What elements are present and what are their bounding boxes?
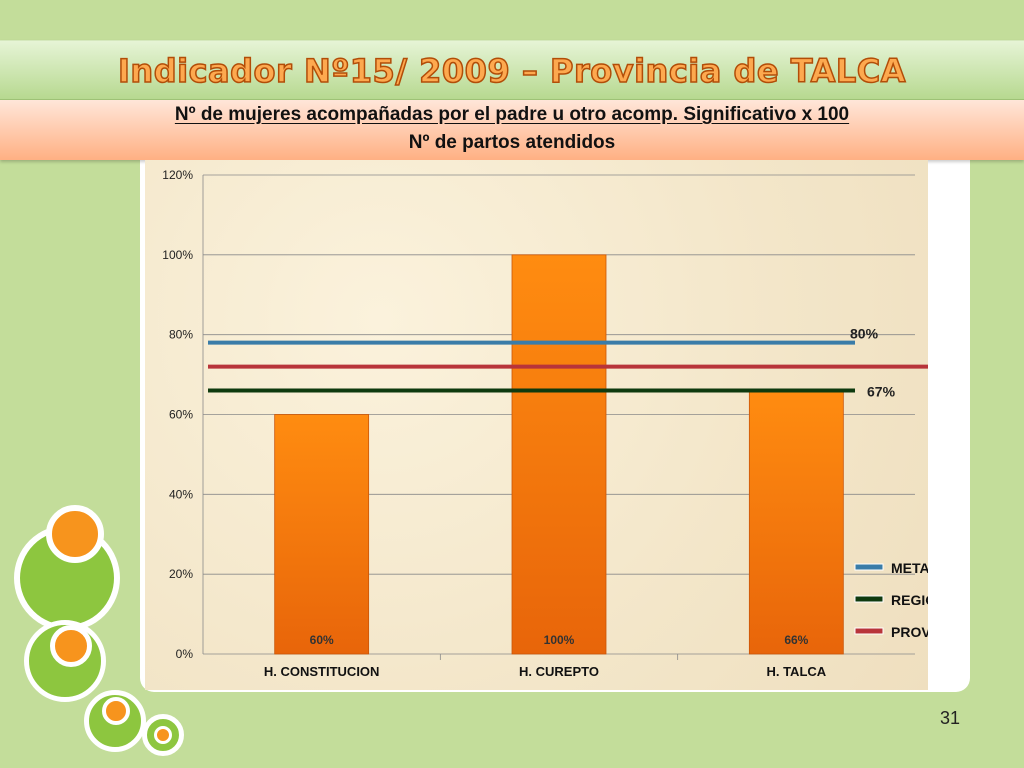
- bar: [274, 414, 370, 655]
- bar: [511, 254, 607, 655]
- bar-chart: 0% 20% 40% 60% 80% 100% 120% 60% H. CONSTITUCION…: [162, 168, 928, 679]
- x-tick-label: H. TALCA: [766, 664, 826, 679]
- decorative-circle-orange-1: [46, 505, 104, 563]
- decorative-circle-orange-4: [154, 726, 172, 744]
- x-tick-label: H. CONSTITUCION: [264, 664, 380, 679]
- y-tick-label: 20%: [169, 567, 193, 581]
- bar-value-label: 66%: [784, 633, 808, 647]
- legend-label: META PAÍS: [891, 560, 928, 576]
- title-band: Indicador Nº15/ 2009 – Provincia de TALC…: [0, 40, 1024, 100]
- slide-title: Indicador Nº15/ 2009 – Provincia de TALC…: [117, 51, 906, 91]
- y-tick-label: 120%: [162, 168, 193, 182]
- legend-swatch: [854, 627, 884, 635]
- y-tick-label: 100%: [162, 248, 193, 262]
- legend-label: REGIÓN: [891, 591, 928, 608]
- subtitle-numerator: Nº de mujeres acompañadas por el padre u…: [174, 104, 850, 125]
- subtitle-band: Nº de mujeres acompañadas por el padre u…: [0, 100, 1024, 160]
- legend-swatch: [854, 595, 884, 603]
- reference-line-label: 80%: [850, 326, 879, 342]
- decorative-circle-orange-2: [50, 625, 92, 667]
- legend-label: PROVINCIA: [891, 624, 928, 640]
- y-tick-label: 80%: [169, 328, 193, 342]
- chart-area: 0% 20% 40% 60% 80% 100% 120% 60% H. CONSTITUCION…: [145, 160, 928, 690]
- subtitle-denominator: Nº de partos atendidos: [408, 132, 616, 153]
- x-tick-label: H. CUREPTO: [519, 664, 599, 679]
- reference-line-label: 67%: [867, 384, 896, 400]
- page-number: 31: [939, 708, 961, 728]
- decorative-circle-orange-3: [102, 697, 130, 725]
- y-tick-label: 60%: [169, 408, 193, 422]
- bar: [748, 390, 844, 655]
- legend-swatch: [854, 563, 884, 571]
- bar-value-label: 60%: [310, 633, 334, 647]
- bar-value-label: 100%: [544, 633, 575, 647]
- y-tick-label: 0%: [176, 647, 194, 661]
- y-tick-label: 40%: [169, 487, 193, 501]
